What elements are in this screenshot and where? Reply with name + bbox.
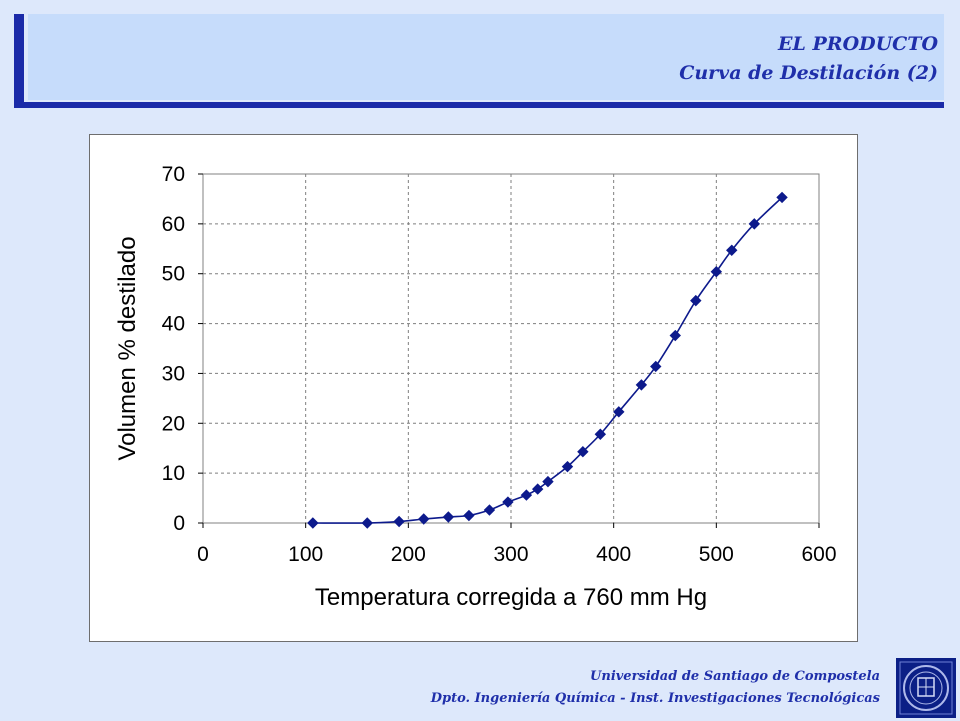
x-tick-label: 400 [596,543,631,566]
data-point [307,517,319,529]
title-banner: EL PRODUCTO Curva de Destilación (2) [14,14,944,108]
data-point [393,515,405,528]
seal-emblem-icon [899,661,953,715]
y-axis-label: Volumen % destilado [114,236,141,460]
data-point [483,504,496,516]
data-point [613,406,625,418]
data-point [669,329,681,342]
banner-title: EL PRODUCTO Curva de Destilación (2) [679,30,938,88]
slide-subtitle: Curva de Destilación (2) [679,62,938,84]
data-point [710,266,723,278]
series-line [312,196,783,524]
data-point [690,294,702,307]
y-tick-label: 40 [162,313,185,336]
y-tick-label: 10 [162,462,185,485]
data-point [463,509,475,522]
grid-lines [203,174,819,523]
data-point [502,496,514,508]
data-point [650,360,662,373]
x-tick-label: 200 [391,543,426,566]
y-tick-label: 60 [162,213,185,236]
banner-background [28,14,944,100]
y-tick-label: 50 [162,263,185,286]
data-point [594,428,607,440]
footer-university: Universidad de Santiago de Compostela [590,669,880,684]
data-point [542,475,554,488]
data-point [635,379,648,391]
data-point [418,513,430,525]
data-point [748,218,761,230]
tick-labels: 0 100 200 300 400 500 600 0 10 20 30 40 50 60 70 [162,163,837,566]
x-axis-label: Temperatura corregida a 760 mm Hg [315,584,707,611]
data-point [726,244,738,256]
x-tick-label: 0 [197,543,209,566]
x-tick-label: 500 [699,543,734,566]
data-point [361,517,373,529]
data-point [561,460,574,473]
x-tick-label: 600 [801,543,836,566]
banner-bottom-bar [14,102,944,108]
y-tick-label: 20 [162,412,185,435]
series-layer [307,191,788,529]
university-seal-logo [896,658,956,718]
y-tick-label: 70 [162,163,185,186]
slide-title: EL PRODUCTO [778,33,938,55]
data-point [531,483,544,495]
y-tick-label: 0 [173,512,185,535]
footer-department: Dpto. Ingeniería Química - Inst. Investi… [430,691,880,706]
x-tick-label: 100 [288,543,323,566]
chart-container: 0 100 200 300 400 500 600 0 10 20 30 40 50 60 70 Tempe… [89,134,858,642]
y-tick-label: 30 [162,362,185,385]
data-point [520,489,533,501]
data-point [776,191,788,204]
data-point [577,445,589,458]
banner-left-bar [14,14,24,108]
distillation-chart: 0 100 200 300 400 500 600 0 10 20 30 40 50 60 70 Tempe… [114,163,837,611]
x-tick-label: 300 [493,543,528,566]
footer: Universidad de Santiago de Compostela Dp… [431,666,880,710]
data-point [442,511,455,523]
